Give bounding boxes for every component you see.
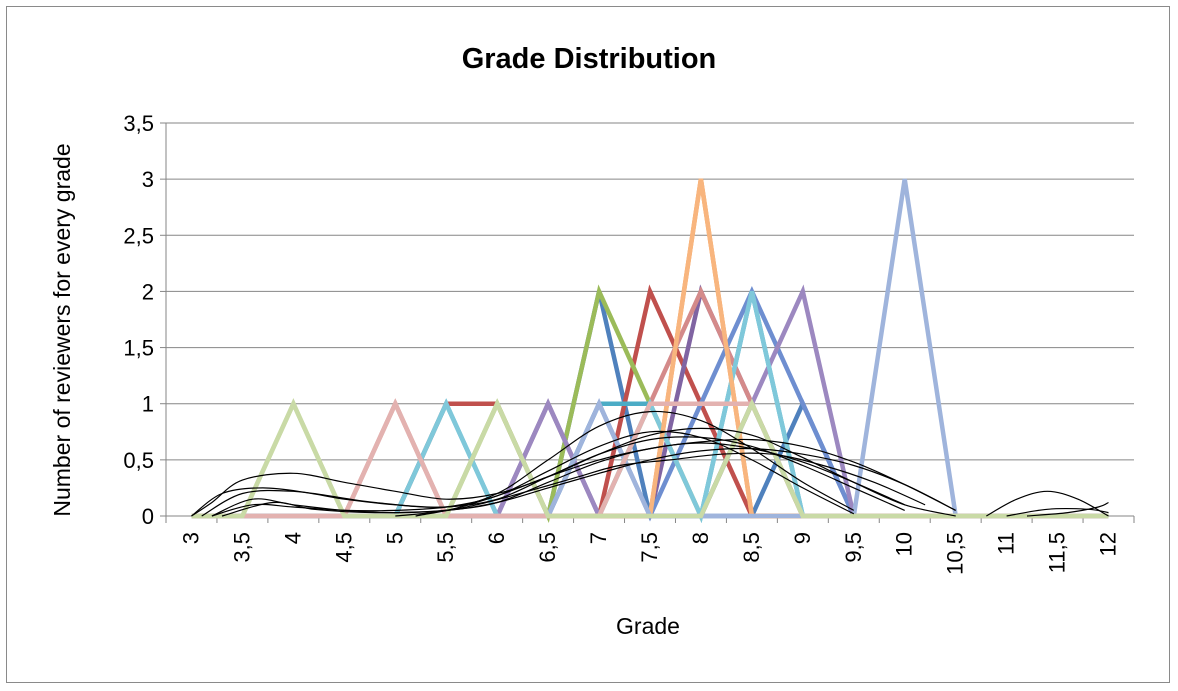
y-tick-label: 3 [142, 167, 154, 192]
fitted-curve-7 [395, 438, 956, 517]
x-tick-label: 3 [178, 532, 203, 544]
fitted-curve-10 [1006, 508, 1109, 517]
y-tick-label: 1 [142, 392, 154, 417]
x-tick-label: 12 [1096, 532, 1121, 556]
x-tick-label: 4,5 [331, 532, 356, 563]
x-tick-label: 10,5 [943, 532, 968, 575]
gridlines [166, 122, 1134, 461]
fitted-curve-5 [211, 430, 855, 517]
x-axis-label: Grade [616, 613, 680, 639]
axes [160, 122, 1135, 523]
x-tick-label: 6,5 [535, 532, 560, 563]
fitted-curve-11 [1026, 501, 1109, 517]
y-tick-label: 0 [142, 504, 154, 529]
x-tick-label: 9 [790, 532, 815, 544]
fitted-curve-6 [221, 447, 956, 517]
x-tick-label: 7 [586, 532, 611, 544]
x-tick-label: 8 [688, 532, 713, 544]
x-tick-label: 11,5 [1045, 532, 1070, 573]
x-tick-label: 3,5 [229, 532, 254, 563]
y-tick-label: 2,5 [123, 223, 154, 248]
x-tick-label: 11 [994, 532, 1019, 555]
tick-labels: 00,511,522,533,53 3,5 4 4,5 5 5,5 6 6,5 7 7,5 8 8,5… [123, 111, 1120, 575]
y-axis-label: Number of reviewers for every grade [49, 143, 75, 516]
fitted-curves [191, 410, 1109, 517]
fitted-curve-4 [211, 442, 905, 517]
x-tick-label: 5 [382, 532, 407, 544]
x-tick-label: 8,5 [739, 532, 764, 563]
y-tick-label: 0,5 [123, 448, 154, 473]
fitted-curve-9 [986, 490, 1109, 517]
x-tick-label: 9,5 [841, 532, 866, 563]
chart-title: Grade Distribution [462, 43, 717, 75]
x-tick-label: 10 [892, 532, 917, 556]
x-tick-label: 4 [280, 532, 305, 544]
y-tick-label: 2 [142, 279, 154, 304]
fitted-curve-8 [415, 452, 926, 517]
y-tick-label: 3,5 [123, 111, 154, 136]
x-tick-label: 7,5 [637, 532, 662, 563]
y-tick-label: 1,5 [123, 336, 154, 361]
x-tick-label: 6 [484, 532, 509, 544]
x-tick-label: 5,5 [433, 532, 458, 563]
